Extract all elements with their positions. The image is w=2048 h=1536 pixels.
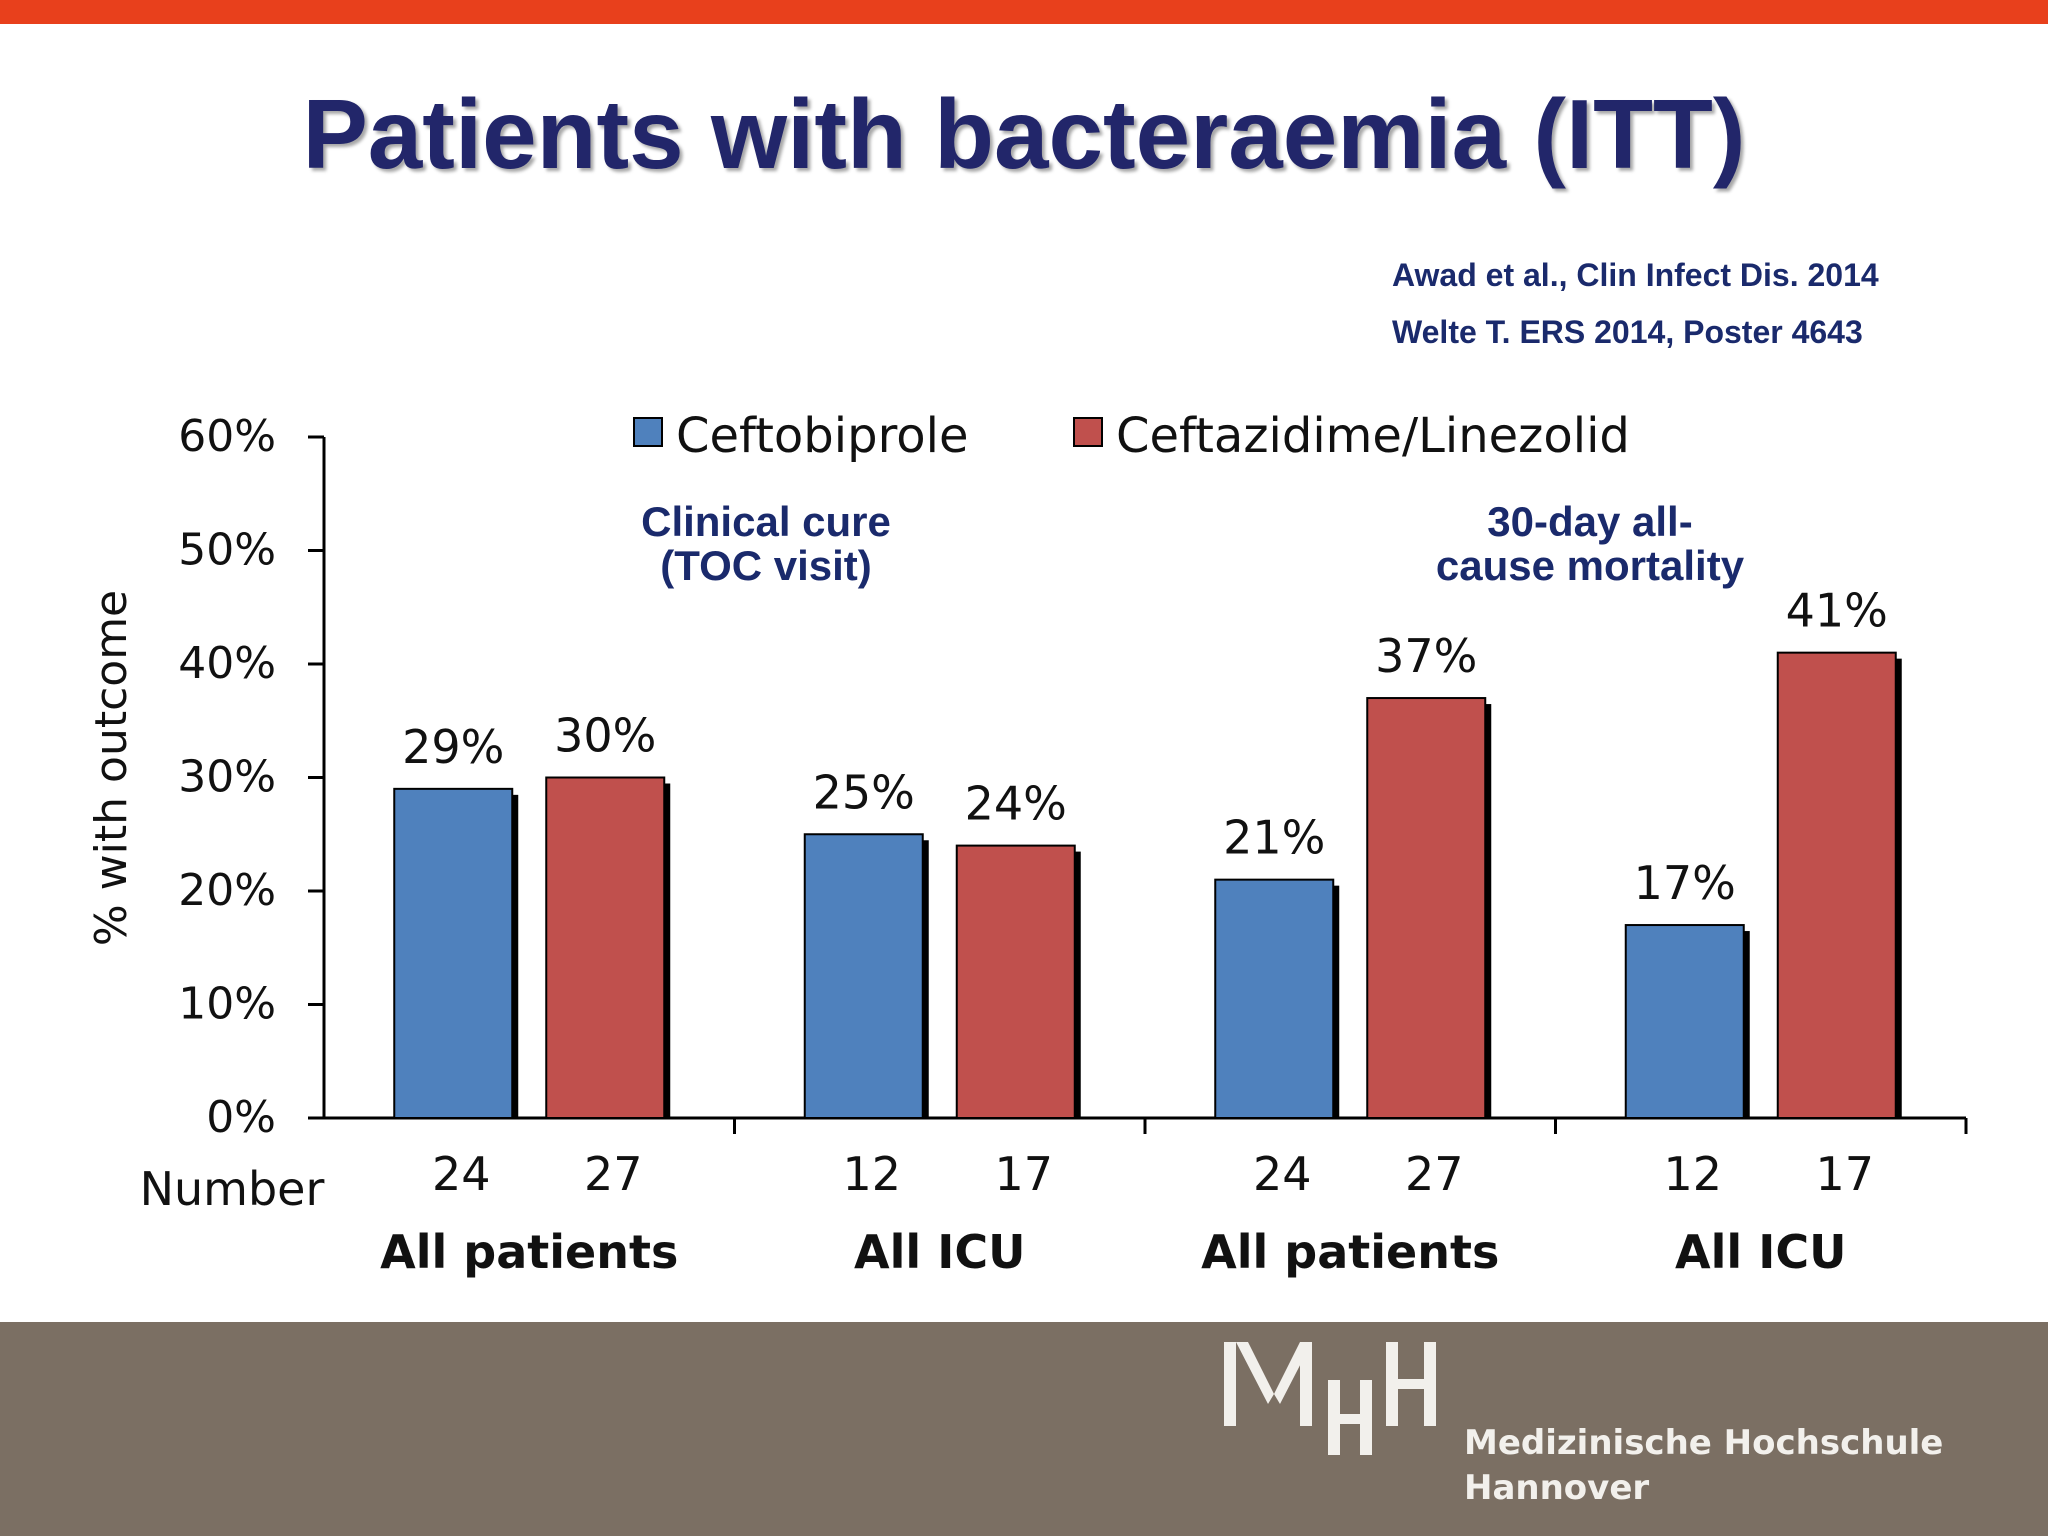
- bar-value-label: 37%: [1375, 629, 1477, 683]
- bar: [1624, 924, 1745, 1119]
- bar-value-label: 21%: [1223, 811, 1325, 865]
- y-tick-label: 50%: [178, 525, 276, 576]
- bar-number-label: 12: [1663, 1147, 1722, 1201]
- bar-value-label: 17%: [1634, 856, 1736, 910]
- legend-label: Ceftobiprole: [676, 408, 968, 464]
- bar-number-label: 27: [584, 1147, 643, 1201]
- legend-label: Ceftazidime/Linezolid: [1116, 408, 1630, 464]
- reference-2: Welte T. ERS 2014, Poster 4643: [1392, 314, 1863, 350]
- bar: [1214, 878, 1335, 1120]
- bar-chart: 0% 10% 20% 30% 40% 50% 60% % with outcome Number…: [86, 408, 1968, 1279]
- bar-number-label: 24: [1253, 1147, 1312, 1201]
- bar-value-label: 29%: [402, 720, 504, 774]
- reference-1: Awad et al., Clin Infect Dis. 2014: [1392, 257, 1879, 293]
- category-label: All patients: [380, 1225, 678, 1279]
- panel-label: Clinical cure: [641, 498, 891, 545]
- legend-swatch: [1073, 417, 1103, 447]
- bar-number-label: 27: [1405, 1147, 1464, 1201]
- y-axis-title: % with outcome: [86, 590, 137, 946]
- bar: [803, 833, 924, 1119]
- bar-value-label: 25%: [813, 765, 915, 819]
- institution-name-line1: Medizinische Hochschule: [1464, 1423, 1944, 1463]
- y-tick-label: 30%: [178, 752, 276, 803]
- top-accent-bar: [0, 0, 2048, 24]
- bar-value-label: 24%: [965, 777, 1067, 831]
- panel-label: 30-day all-: [1487, 498, 1692, 545]
- number-row-label: Number: [140, 1162, 325, 1216]
- y-tick-label: 40%: [178, 638, 276, 689]
- bar-value-label: 41%: [1786, 584, 1888, 638]
- bar: [393, 787, 514, 1119]
- mhh-logo-mark: [1224, 1342, 1436, 1455]
- panel-label: (TOC visit): [660, 542, 872, 589]
- panel-label: cause mortality: [1436, 542, 1745, 589]
- y-tick-label: 60%: [178, 411, 276, 462]
- slide-title: Patients with bacteraemia (ITT): [302, 79, 1746, 189]
- bar: [545, 776, 666, 1119]
- category-label: All patients: [1201, 1225, 1499, 1279]
- bar-number-label: 24: [432, 1147, 491, 1201]
- y-tick-label: 10%: [178, 979, 276, 1030]
- bar-number-label: 12: [842, 1147, 901, 1201]
- y-tick-label: 0%: [206, 1092, 276, 1143]
- footer-band: [0, 1322, 2048, 1536]
- category-label: All ICU: [854, 1225, 1025, 1279]
- y-tick-label: 20%: [178, 865, 276, 916]
- bar: [955, 844, 1076, 1119]
- category-label: All ICU: [1675, 1225, 1846, 1279]
- bar: [1776, 651, 1897, 1120]
- legend-swatch: [633, 417, 663, 447]
- bar-number-label: 17: [1815, 1147, 1874, 1201]
- institution-name-line2: Hannover: [1464, 1468, 1650, 1508]
- bar-value-label: 30%: [554, 709, 656, 763]
- bar-number-label: 17: [994, 1147, 1053, 1201]
- bar: [1366, 697, 1487, 1119]
